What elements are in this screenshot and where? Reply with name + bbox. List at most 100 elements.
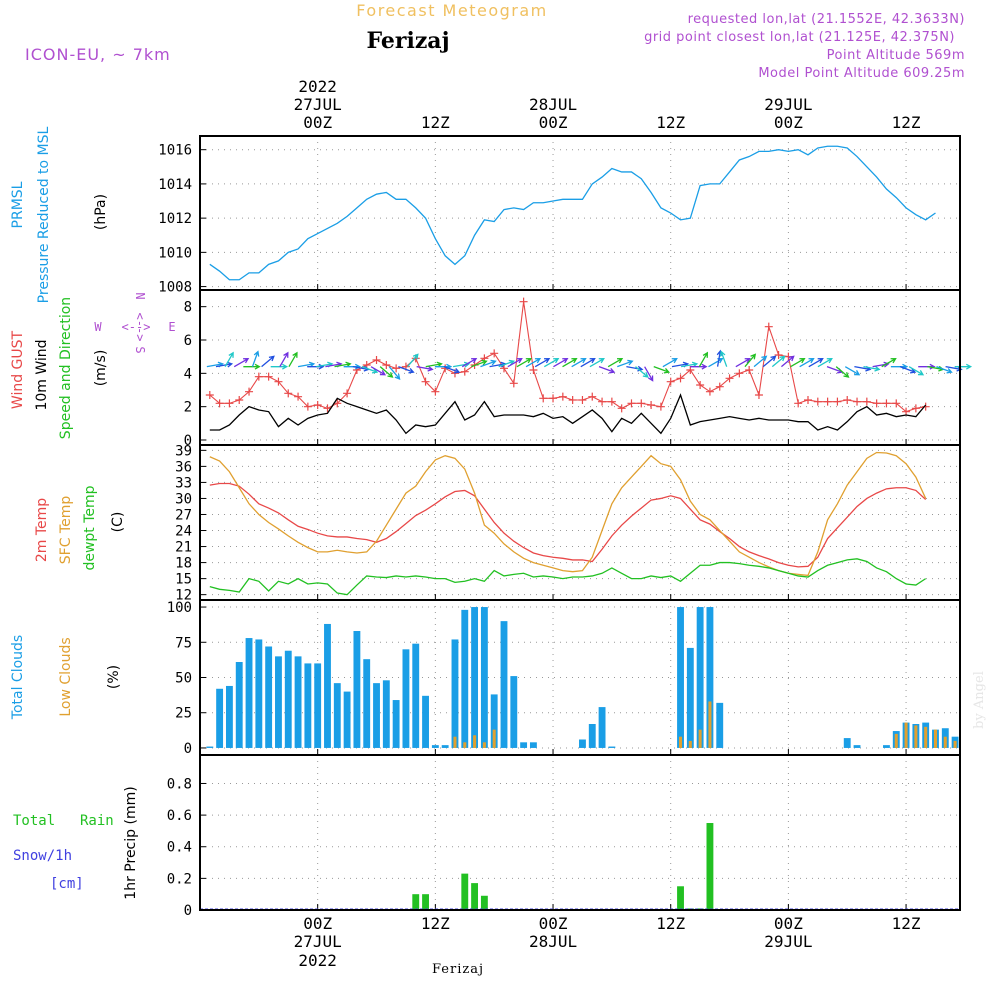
total-cloud-bar [598,707,606,748]
wind-direction-arrow [398,366,415,374]
gust-point [264,372,273,381]
low-cloud-bar [904,722,908,748]
top-hour-label: 00Z [539,113,568,132]
wind-direction-arrow [708,357,724,368]
total-cloud-bar [412,643,420,748]
precip-unit: 1hr Precip (mm) [123,786,139,899]
panel-frame [199,754,961,911]
dewpoint-line [209,558,927,596]
y-tick-label: 0 [184,903,192,919]
gust-point [294,392,303,401]
low-cloud-bar [953,740,957,748]
requested-coords: requested lon,lat (21.1552E, 42.3633N) [688,12,965,27]
wind-direction-arrow [388,366,401,380]
total-cloud-bar [304,663,312,748]
gust-point [715,382,724,391]
sfc-temp-line [209,451,927,577]
total-cloud-bar [265,646,273,748]
total-cloud-bar [392,700,400,748]
total-clouds-label: Total Clouds [10,635,26,720]
bottom-date-label: 29JUL [764,932,812,951]
gust-point [539,394,548,403]
bottom-hour-label: 00Z [774,914,803,933]
y-tick-label: 50 [175,671,192,687]
total-cloud-bar [883,745,890,748]
gust-point [843,396,852,404]
total-cloud-bar [579,739,586,748]
y-tick-label: 1016 [158,143,192,159]
wind-direction-arrow [589,357,605,368]
gust-point [235,396,244,404]
gust-point [794,399,803,408]
gust-point [588,392,597,401]
gridpoint-coords: grid point closest lon,lat (21.125E, 42.… [644,30,955,45]
wind-direction-arrow [626,365,644,372]
y-tick-label: 0.6 [167,808,192,824]
gust-point [764,322,773,331]
y-tick-label: 21 [175,540,192,556]
pressure-line [209,145,936,281]
top-hour-label: 12Z [656,113,685,132]
top-hour-label: 12Z [892,113,921,132]
wind-direction-arrow [334,361,352,368]
total-cloud-bar [275,656,282,748]
gust-point [274,377,283,386]
total-cloud-bar [510,676,518,748]
y-tick-label: 1014 [158,177,192,193]
wind-direction-arrow [799,357,815,368]
compass-ns-arrow: <--> [133,313,147,342]
rain-bar [412,894,420,910]
panel-frame [199,135,961,291]
gust-point [215,399,224,408]
wind-direction-arrow [297,361,316,368]
total-cloud-bar [500,621,508,748]
top-date-label: 28JUL [529,95,577,114]
wind-direction-arrow [936,366,953,374]
model-name: ICON-EU, ~ 7km [25,45,171,64]
total-cloud-bar [363,659,371,748]
total-cloud-bar [471,607,479,748]
y-tick-label: 6 [184,333,192,349]
footer-station: Ferizaj [432,962,484,977]
low-clouds-label: Low Clouds [58,637,74,716]
wind-direction-arrow [562,357,578,368]
total-cloud-bar [353,631,361,748]
gust-point [421,377,430,386]
wind-unit: (m/s) [93,350,109,387]
wind-direction-arrow [835,366,850,378]
low-cloud-bar [492,729,496,748]
gust-point [666,377,675,386]
wind-direction-arrow [580,357,596,368]
total-cloud-bar [706,607,714,748]
wind-direction-arrow [863,365,881,372]
pressure-label: Pressure Reduced to MSL [36,126,52,303]
wind-direction-arrow [270,363,289,370]
wind-direction-arrow [781,355,795,368]
total-cloud-bar [245,638,253,748]
gust-point [686,366,695,374]
wind-direction-arrow [407,353,419,368]
rain-bar [422,894,429,910]
gust-point [902,407,911,416]
top-year-label: 2022 [298,77,337,96]
wind-direction-arrow [571,357,587,368]
total-cloud-bar [225,685,233,748]
y-tick-label: 0 [184,433,192,449]
total-cloud-bar [529,742,537,748]
wind-direction-arrow [899,366,917,374]
gust-point [862,397,871,406]
y-tick-label: 25 [175,706,192,722]
gust-point [813,397,822,406]
gust-point [725,374,734,383]
gust-point [578,396,587,404]
gust-point [558,392,567,401]
low-cloud-bar [914,725,918,748]
gust-point [853,397,862,406]
gust-point [696,381,705,389]
wind-direction-arrow [680,361,699,368]
wind-direction-arrow [881,357,897,368]
prmsl-label: PRMSL [10,181,26,228]
gust-point [833,397,842,406]
wind-direction-arrow [443,366,461,374]
bottom-year-label: 2022 [298,951,337,970]
